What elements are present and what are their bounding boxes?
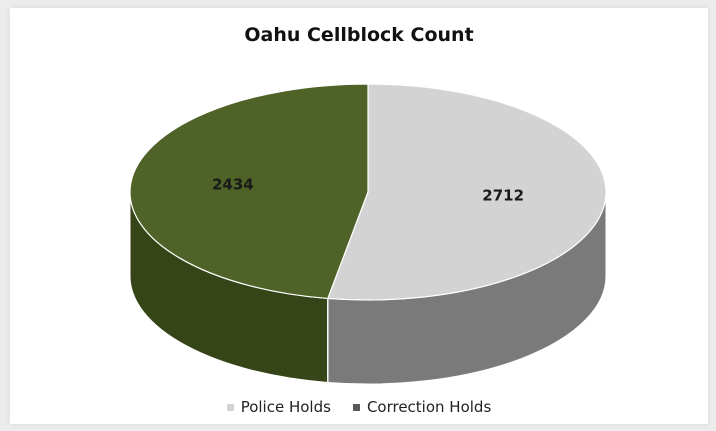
pie-slice-correction-holds	[129, 83, 369, 300]
pie-chart: 2712 2434	[129, 83, 607, 385]
legend-label-police-holds: Police Holds	[240, 398, 331, 416]
data-label-correction-holds: 2434	[212, 175, 254, 193]
chart-legend: Police Holds Correction Holds	[10, 398, 708, 416]
chart-title: Oahu Cellblock Count	[244, 24, 474, 46]
chart-area: Oahu Cellblock Count 2712 2434 Police Hol…	[10, 8, 708, 424]
legend-item-police-holds: Police Holds	[226, 398, 331, 416]
data-label-police-holds: 2712	[482, 187, 524, 205]
legend-item-correction-holds: Correction Holds	[352, 398, 492, 416]
pie-slice-police-holds	[326, 83, 607, 301]
legend-swatch-police-holds	[226, 403, 234, 411]
legend-swatch-correction-holds	[352, 403, 360, 411]
legend-label-correction-holds: Correction Holds	[366, 398, 492, 416]
